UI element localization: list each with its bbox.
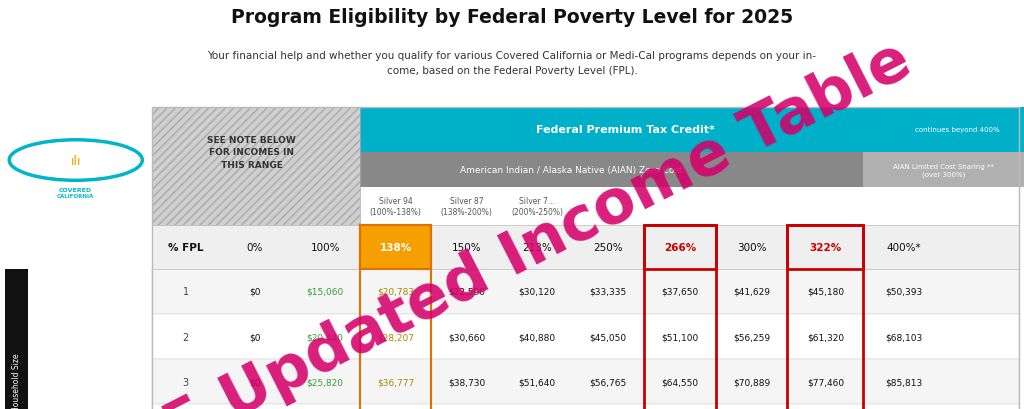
Text: $56,259: $56,259 xyxy=(733,332,770,341)
FancyBboxPatch shape xyxy=(787,226,863,269)
Text: 100%: 100% xyxy=(310,243,340,252)
Text: $56,765: $56,765 xyxy=(590,378,627,386)
Text: $38,730: $38,730 xyxy=(447,378,485,386)
Text: $51,640: $51,640 xyxy=(518,378,556,386)
FancyBboxPatch shape xyxy=(152,314,1019,359)
Text: continues beyond 400%: continues beyond 400% xyxy=(915,127,1000,133)
Text: Your financial help and whether you qualify for various Covered California or Me: Your financial help and whether you qual… xyxy=(208,51,816,76)
Text: 2: 2 xyxy=(182,332,189,342)
Text: $20,783: $20,783 xyxy=(377,287,415,296)
Text: $40,880: $40,880 xyxy=(518,332,556,341)
Text: $33,335: $33,335 xyxy=(590,287,627,296)
Text: $25,820: $25,820 xyxy=(306,378,344,386)
Text: CALIFORNIA: CALIFORNIA xyxy=(57,193,94,198)
Text: Silver 87
(138%-200%): Silver 87 (138%-200%) xyxy=(440,197,493,217)
FancyBboxPatch shape xyxy=(360,108,1024,153)
Text: Silver 7...
(200%-250%): Silver 7... (200%-250%) xyxy=(511,197,563,217)
Text: $61,320: $61,320 xyxy=(807,332,844,341)
Text: Program Eligibility by Federal Poverty Level for 2025: Program Eligibility by Federal Poverty L… xyxy=(231,8,793,27)
Text: 250%: 250% xyxy=(594,243,623,252)
Text: $77,460: $77,460 xyxy=(807,378,844,386)
Text: $64,550: $64,550 xyxy=(662,378,698,386)
FancyBboxPatch shape xyxy=(644,226,716,269)
Text: $0: $0 xyxy=(249,378,261,386)
Text: 1: 1 xyxy=(183,287,188,297)
Text: $0: $0 xyxy=(249,332,261,341)
FancyBboxPatch shape xyxy=(152,405,1019,409)
Text: 3: 3 xyxy=(183,377,188,387)
FancyBboxPatch shape xyxy=(152,108,360,226)
Text: Silver 94
(100%-138%): Silver 94 (100%-138%) xyxy=(370,197,422,217)
FancyBboxPatch shape xyxy=(152,226,1019,269)
Text: Federal Premium Tax Credit*: Federal Premium Tax Credit* xyxy=(537,125,716,135)
FancyBboxPatch shape xyxy=(863,153,1024,188)
Text: American Indian / Alaska Native (AIAN) Zero Cost: American Indian / Alaska Native (AIAN) Z… xyxy=(461,166,683,175)
Text: 300%: 300% xyxy=(737,243,766,252)
FancyBboxPatch shape xyxy=(5,269,28,409)
FancyBboxPatch shape xyxy=(360,153,863,188)
Text: $45,050: $45,050 xyxy=(590,332,627,341)
Text: $15,060: $15,060 xyxy=(306,287,344,296)
Text: $0: $0 xyxy=(249,287,261,296)
Text: $37,650: $37,650 xyxy=(662,287,698,296)
Text: $50,393: $50,393 xyxy=(886,287,923,296)
Text: $30,660: $30,660 xyxy=(447,332,485,341)
Text: Household Size: Household Size xyxy=(12,353,20,409)
Text: $68,103: $68,103 xyxy=(886,332,923,341)
Text: SEE NOTE BELOW
FOR INCOMES IN
THIS RANGE: SEE NOTE BELOW FOR INCOMES IN THIS RANGE xyxy=(208,135,296,169)
Text: 138%: 138% xyxy=(380,243,412,252)
Text: $30,120: $30,120 xyxy=(518,287,556,296)
FancyBboxPatch shape xyxy=(152,269,1019,314)
Text: 150%: 150% xyxy=(452,243,481,252)
FancyBboxPatch shape xyxy=(360,226,431,269)
Text: $41,629: $41,629 xyxy=(733,287,770,296)
Text: 213%: 213% xyxy=(522,243,552,252)
Text: $36,777: $36,777 xyxy=(377,378,415,386)
Text: $28,207: $28,207 xyxy=(377,332,415,341)
Text: COVERED: COVERED xyxy=(59,187,92,192)
Text: 266%: 266% xyxy=(664,243,696,252)
Text: ılı: ılı xyxy=(71,154,81,167)
Text: 0%: 0% xyxy=(247,243,263,252)
Text: % FPL: % FPL xyxy=(168,243,204,252)
Text: 322%: 322% xyxy=(809,243,842,252)
Text: $22,590: $22,590 xyxy=(447,287,485,296)
Text: 400%*: 400%* xyxy=(887,243,922,252)
Text: 2025 Updated Income Table: 2025 Updated Income Table xyxy=(41,31,922,409)
FancyBboxPatch shape xyxy=(152,359,1019,405)
Text: $51,100: $51,100 xyxy=(662,332,698,341)
Text: $45,180: $45,180 xyxy=(807,287,844,296)
Text: AIAN Limited Cost Sharing **
(over 300%): AIAN Limited Cost Sharing ** (over 300%) xyxy=(893,163,994,177)
Text: $70,889: $70,889 xyxy=(733,378,770,386)
Text: $20,440: $20,440 xyxy=(306,332,344,341)
Text: $85,813: $85,813 xyxy=(886,378,923,386)
